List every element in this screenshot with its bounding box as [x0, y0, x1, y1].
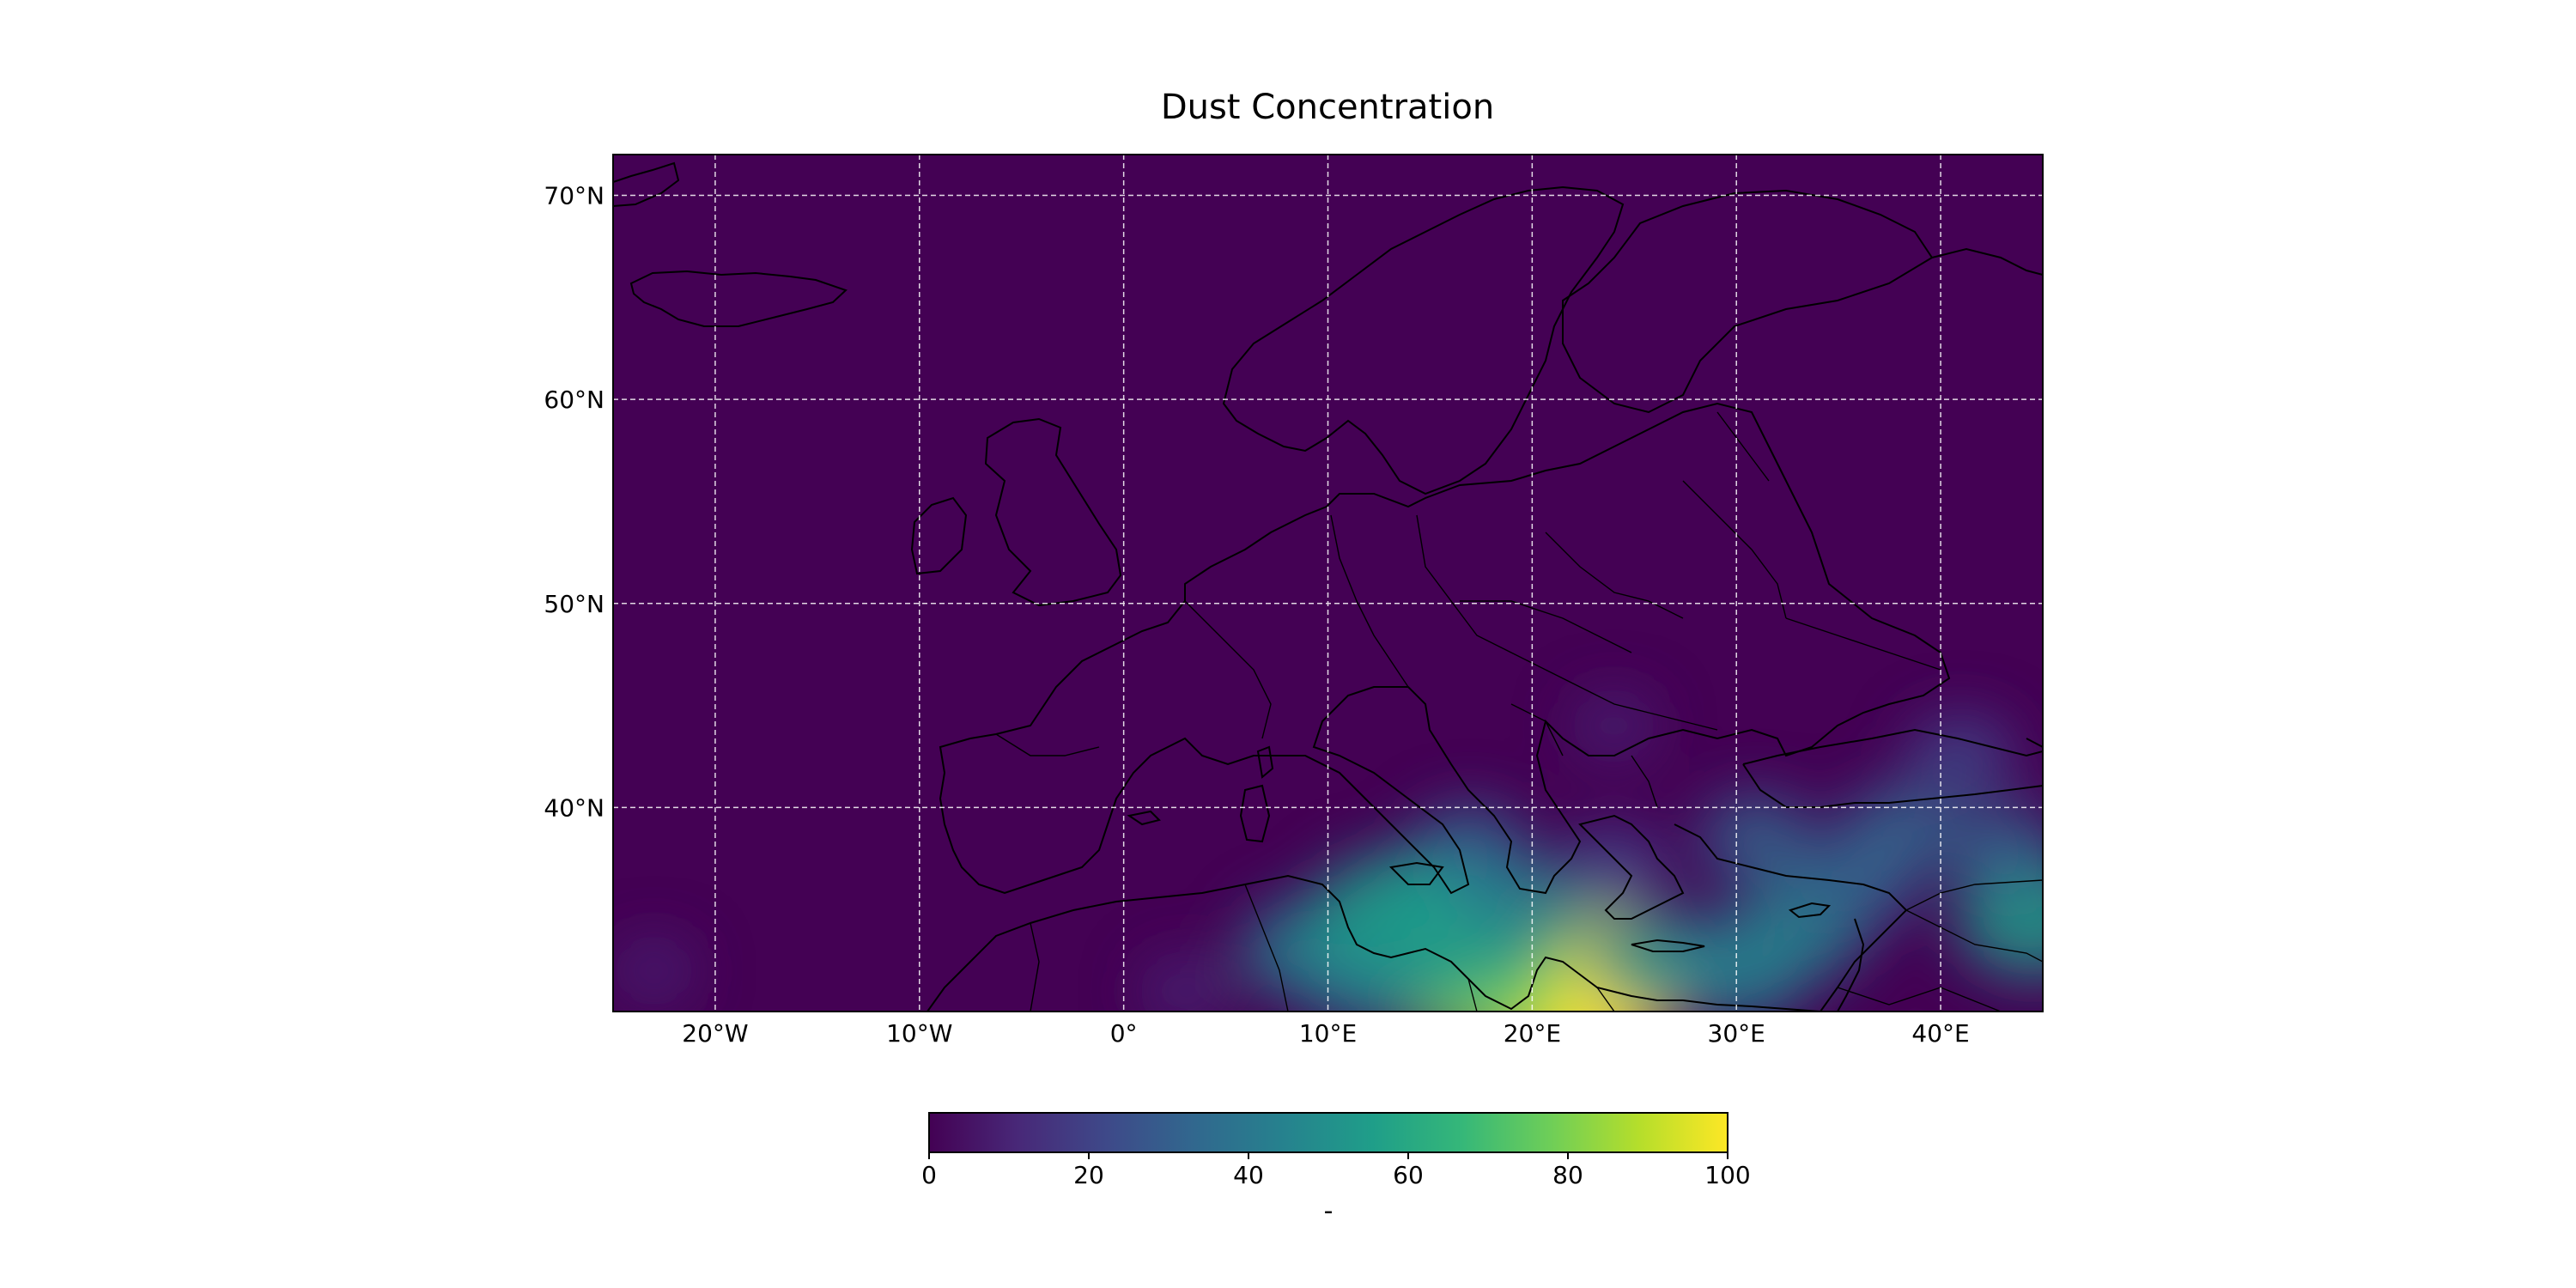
coastlines: [613, 161, 2043, 1012]
y-tick-label: 50°N: [544, 590, 605, 618]
coastline-corsica: [1256, 745, 1274, 779]
coastline-finland: [1562, 189, 1934, 414]
colorbar-tick-label: 20: [1073, 1161, 1104, 1189]
colorbar: 0 20 40 60 80 100 -: [921, 1112, 1751, 1226]
colorbar-tick-label: 0: [921, 1161, 937, 1189]
dust-cell: [1944, 805, 2043, 892]
coastline-great-britain: [984, 417, 1122, 607]
map-frame: [612, 154, 2044, 1012]
coastline-ireland: [910, 496, 968, 575]
coastline-caspian: [2026, 738, 2043, 748]
dust-field: [615, 695, 2043, 1012]
dust-cell: [615, 941, 693, 1000]
y-tick-label: 70°N: [544, 182, 605, 210]
x-tick-label: 20°E: [1504, 1019, 1561, 1048]
x-tick-label: 20°W: [682, 1019, 748, 1048]
colorbar-tick-label: 100: [1704, 1161, 1750, 1189]
dust-cell: [1699, 794, 1814, 882]
colorbar-tick-label: 80: [1552, 1161, 1583, 1189]
coastline-sicily: [1388, 861, 1444, 885]
coastline-cyprus: [1788, 902, 1832, 919]
colorbar-ticks: 0 20 40 60 80 100: [921, 1152, 1751, 1189]
x-tick-label: 10°E: [1299, 1019, 1357, 1048]
borders: [995, 411, 2043, 1012]
coastline-levant: [1837, 918, 1865, 1012]
coastline-black-sea: [1742, 728, 2043, 808]
y-tick-label: 60°N: [544, 386, 605, 414]
coastline-anatolia: [1674, 823, 1908, 1012]
x-axis-ticks: 20°W 10°W 0° 10°E 20°E 30°E 40°E: [682, 1019, 1969, 1048]
x-tick-label: 10°W: [886, 1019, 952, 1048]
coastline-arctic: [1931, 247, 2043, 276]
y-tick-label: 40°N: [544, 793, 605, 822]
map-axes[interactable]: [612, 154, 2110, 1075]
figure-title: Dust Concentration: [1161, 88, 1494, 127]
coastline-balearics: [1127, 810, 1161, 826]
dust-cell: [1560, 828, 1668, 909]
x-tick-label: 30°E: [1708, 1019, 1765, 1048]
coastline-crete: [1631, 939, 1705, 952]
x-tick-label: 40°E: [1911, 1019, 1969, 1048]
coastline-greece: [1578, 814, 1685, 920]
coastline-north-africa: [927, 874, 1821, 1012]
colorbar-label: -: [1324, 1196, 1334, 1226]
x-tick-label: 0°: [1110, 1019, 1138, 1048]
colorbar-gradient: [928, 1112, 1728, 1153]
gridlines: [613, 155, 2043, 1012]
coastline-greenland: [613, 161, 680, 207]
dust-cell: [1309, 854, 1469, 974]
colorbar-tick-label: 60: [1393, 1161, 1424, 1189]
y-axis-ticks: 70°N 60°N 50°N 40°N: [544, 182, 605, 823]
dust-cell: [1842, 784, 1958, 872]
dust-cell: [1467, 860, 1598, 959]
dust-cell: [1141, 958, 1229, 1012]
dust-cell: [1907, 716, 2015, 797]
dust-cell: [1573, 695, 1655, 756]
coastline-sardinia: [1239, 784, 1271, 843]
coastline-iceland: [629, 270, 848, 327]
colorbar-tick-label: 40: [1233, 1161, 1264, 1189]
coastline-europe: [939, 402, 1951, 895]
dust-cell: [1955, 861, 2043, 978]
